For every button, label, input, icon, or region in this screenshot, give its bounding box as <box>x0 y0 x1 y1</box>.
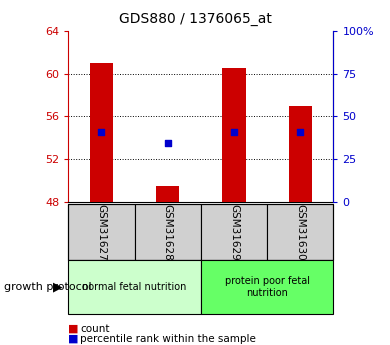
Bar <box>267 204 333 260</box>
Bar <box>90 63 113 202</box>
Bar <box>222 68 246 202</box>
Text: GSM31628: GSM31628 <box>163 204 173 260</box>
Bar <box>156 186 179 202</box>
Text: GSM31630: GSM31630 <box>295 204 305 260</box>
Text: normal fetal nutrition: normal fetal nutrition <box>82 282 187 292</box>
Text: GSM31627: GSM31627 <box>96 204 106 260</box>
Text: growth protocol: growth protocol <box>4 282 92 292</box>
Bar <box>201 260 333 314</box>
Text: protein poor fetal
nutrition: protein poor fetal nutrition <box>225 276 310 298</box>
Text: ■: ■ <box>68 324 79 334</box>
Text: ■: ■ <box>68 334 79 344</box>
Bar <box>68 260 201 314</box>
Point <box>98 130 105 135</box>
Point <box>231 130 237 135</box>
Point <box>165 140 171 146</box>
Bar <box>135 204 201 260</box>
Point <box>297 130 303 135</box>
Text: GDS880 / 1376065_at: GDS880 / 1376065_at <box>119 12 271 26</box>
Bar <box>68 204 135 260</box>
Text: GSM31629: GSM31629 <box>229 204 239 260</box>
Text: count: count <box>80 324 110 334</box>
Text: ▶: ▶ <box>53 281 62 294</box>
Bar <box>289 106 312 202</box>
Bar <box>201 204 267 260</box>
Text: percentile rank within the sample: percentile rank within the sample <box>80 334 256 344</box>
